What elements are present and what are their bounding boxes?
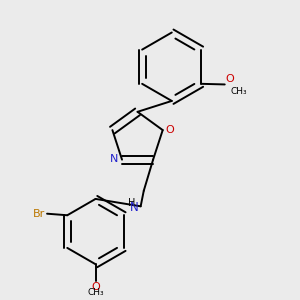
- Text: CH₃: CH₃: [87, 288, 104, 297]
- Text: O: O: [166, 125, 175, 135]
- Text: H: H: [128, 198, 136, 208]
- Text: O: O: [226, 74, 234, 83]
- Text: O: O: [91, 282, 100, 292]
- Text: N: N: [110, 154, 118, 164]
- Text: CH₃: CH₃: [230, 87, 247, 96]
- Text: Br: Br: [33, 209, 46, 219]
- Text: N: N: [129, 201, 138, 214]
